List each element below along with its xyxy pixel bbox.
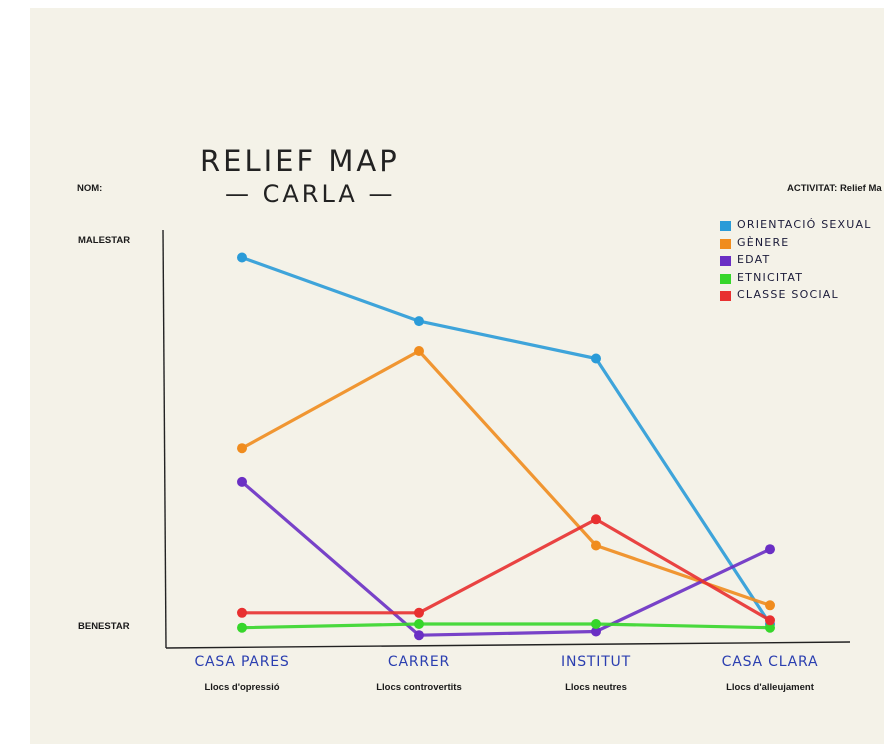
chart-title: RELIEF MAP — [200, 144, 400, 178]
data-point — [237, 252, 247, 263]
y-bottom-label: BENESTAR — [78, 621, 130, 632]
legend-swatch — [720, 273, 731, 284]
series-line — [240, 517, 772, 622]
chart-axes — [162, 229, 851, 649]
series-line — [240, 255, 772, 626]
data-point — [765, 622, 775, 633]
legend-label: CLASSE SOCIAL — [737, 288, 839, 301]
data-point — [765, 600, 775, 611]
chart-subtitle: — CARLA — — [225, 180, 396, 208]
x-tick-sublabel: Llocs d'opressió — [204, 682, 279, 693]
y-axis-line — [162, 229, 167, 649]
x-tick-sublabel: Llocs d'alleujament — [726, 682, 815, 693]
legend-label: ORIENTACIÓ SEXUAL — [737, 218, 872, 231]
data-point — [591, 353, 601, 364]
data-point — [591, 514, 601, 525]
series-line — [240, 480, 772, 637]
x-tick-label: CASA PARES — [194, 654, 289, 670]
data-point — [765, 615, 775, 626]
legend-label: ETNICITAT — [737, 270, 804, 284]
chart-series — [237, 252, 775, 641]
series-0 — [237, 252, 775, 629]
series-2 — [237, 476, 775, 641]
data-point — [414, 619, 424, 629]
series-1 — [237, 346, 775, 611]
name-label: NOM: — [77, 183, 103, 194]
relief-chart: CASA PARES Llocs d'opressió CARRER Llocs co… — [162, 229, 851, 693]
data-point — [414, 316, 424, 327]
series-4 — [237, 514, 775, 626]
legend-swatch — [720, 256, 731, 266]
legend-swatch — [720, 291, 731, 301]
x-axis-labels: CASA PARES Llocs d'opressió CARRER Llocs co… — [194, 654, 819, 693]
worksheet: RELIEF MAP — CARLA — NOM: ACTIVITAT: Rel… — [30, 8, 884, 744]
series-3 — [237, 619, 775, 633]
x-tick-sublabel: Llocs neutres — [565, 682, 627, 693]
data-point — [414, 607, 424, 618]
x-tick-label: CARRER — [388, 654, 450, 670]
data-point — [765, 544, 775, 555]
activity-label: ACTIVITAT: Relief Ma — [787, 183, 882, 194]
data-point — [591, 626, 601, 637]
x-axis-line — [165, 641, 851, 649]
legend-label: EDAT — [737, 253, 771, 266]
series-line — [240, 622, 772, 630]
y-top-label: MALESTAR — [78, 235, 131, 246]
series-line — [240, 349, 772, 607]
data-point — [414, 346, 424, 356]
x-tick-sublabel: Llocs controvertits — [376, 682, 462, 693]
x-tick-label: CASA CLARA — [722, 654, 819, 670]
legend-swatch — [720, 238, 731, 249]
legend-swatch — [720, 221, 731, 231]
legend-label: GÈNERE — [737, 235, 790, 249]
data-point — [591, 540, 601, 551]
data-point — [237, 476, 247, 487]
x-tick-label: INSTITUT — [561, 654, 631, 670]
data-point — [414, 630, 424, 641]
data-point — [237, 622, 247, 633]
data-point — [237, 443, 247, 454]
data-point — [237, 607, 247, 618]
data-point — [591, 619, 601, 629]
